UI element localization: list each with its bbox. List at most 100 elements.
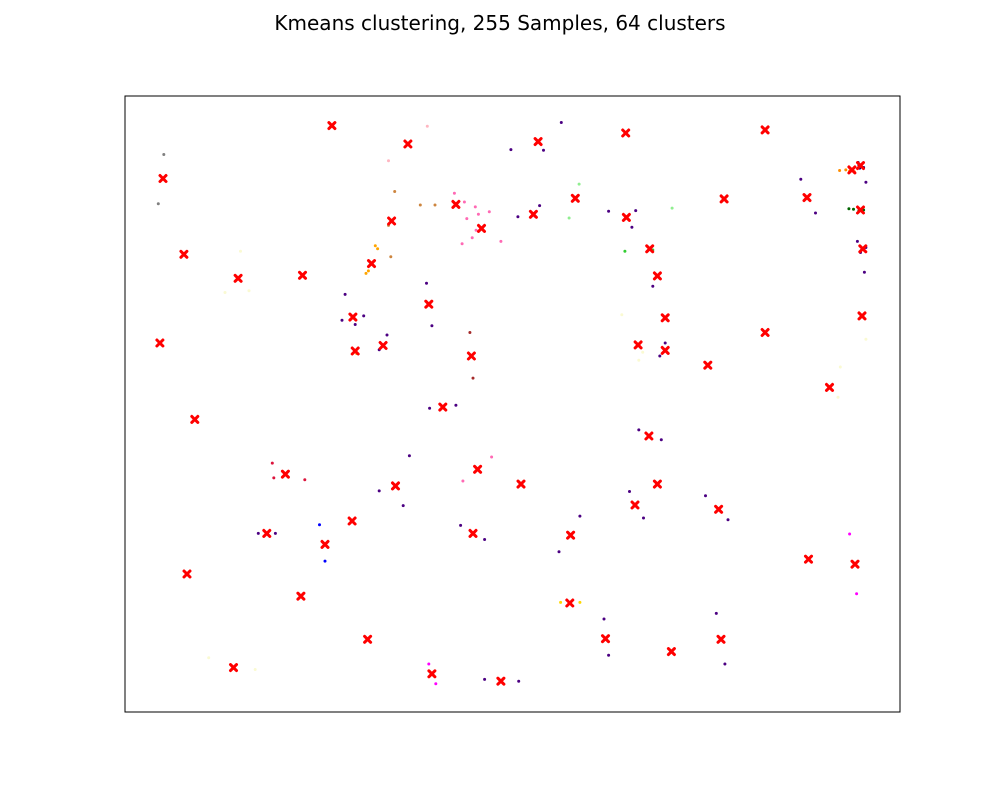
centroid-marker <box>348 312 358 322</box>
sample-point <box>642 516 645 520</box>
centroid-marker <box>496 676 506 686</box>
sample-point <box>425 124 429 128</box>
sample-point <box>459 523 463 527</box>
centroid-marker <box>760 125 770 135</box>
sample-point <box>427 662 431 666</box>
sample-point <box>483 538 487 541</box>
centroid-marker <box>644 431 654 441</box>
sample-point <box>844 168 848 172</box>
sample-point <box>714 611 718 615</box>
sample-point <box>239 249 242 253</box>
plot-frame <box>124 95 901 713</box>
centroid-marker <box>856 161 865 171</box>
sample-point <box>557 550 561 554</box>
sample-point <box>855 592 859 596</box>
sample-point <box>366 269 370 273</box>
centroid-marker <box>703 360 713 370</box>
chart-title: Kmeans clustering, 255 Samples, 64 clust… <box>274 11 726 35</box>
sample-point <box>862 270 866 274</box>
sample-point <box>362 314 366 318</box>
centroid-marker <box>424 299 434 309</box>
centroid-marker <box>857 311 867 321</box>
centroid-marker <box>350 346 360 356</box>
centroid-marker <box>262 528 272 538</box>
centroid-marker <box>158 174 168 183</box>
centroid-marker <box>858 244 868 254</box>
centroid-marker <box>233 273 243 283</box>
centroid-marker <box>645 244 655 254</box>
sample-point <box>663 341 667 345</box>
sample-point <box>418 203 422 207</box>
sample-point <box>659 438 663 442</box>
sample-point <box>836 395 840 399</box>
centroid-marker <box>155 338 165 348</box>
sample-point <box>407 454 411 458</box>
centroid-marker <box>466 351 476 361</box>
centroid-marker <box>804 554 813 564</box>
centroid-marker <box>403 139 413 149</box>
centroid-marker <box>652 479 662 489</box>
centroid-marker <box>760 328 770 337</box>
sample-point <box>578 600 582 604</box>
centroid-marker <box>719 194 729 204</box>
sample-point <box>387 159 390 163</box>
sample-point <box>517 679 521 683</box>
sample-point <box>726 518 730 522</box>
sample-point <box>838 169 842 172</box>
sample-point <box>272 476 276 480</box>
sample-point <box>577 182 581 186</box>
sample-point <box>364 271 368 275</box>
sample-point <box>628 490 631 493</box>
sample-point <box>578 514 582 518</box>
sample-point <box>256 531 260 535</box>
sample-point <box>454 403 458 407</box>
centroid-marker <box>296 591 306 601</box>
centroid-marker <box>660 345 670 355</box>
sample-point <box>602 617 606 621</box>
sample-point <box>430 324 434 328</box>
sample-point <box>468 331 472 334</box>
sample-point <box>623 249 627 253</box>
centroid-marker <box>714 504 724 514</box>
centroid-marker <box>468 528 478 538</box>
sample-point <box>303 478 307 482</box>
sample-point <box>434 682 438 686</box>
centroid-marker <box>229 663 238 673</box>
sample-point <box>499 239 503 243</box>
centroid-marker <box>378 341 388 350</box>
sample-point <box>270 461 274 465</box>
centroid-marker <box>716 634 726 644</box>
centroid-marker <box>528 209 538 219</box>
centroid-marker <box>847 165 857 175</box>
sample-point <box>670 206 674 210</box>
sample-point <box>848 532 852 536</box>
centroid-marker <box>565 598 575 608</box>
sample-point <box>343 292 347 296</box>
sample-point <box>462 200 466 204</box>
sample-point <box>487 210 491 214</box>
centroids-layer <box>155 121 868 686</box>
centroid-marker <box>856 205 865 215</box>
centroid-marker <box>533 137 543 147</box>
centroid-marker <box>182 569 192 579</box>
sample-point <box>607 653 611 657</box>
sample-point <box>855 239 859 243</box>
sample-point <box>385 333 389 337</box>
sample-point <box>433 203 437 207</box>
centroid-marker <box>363 634 373 644</box>
centroid-marker <box>601 634 610 644</box>
centroid-marker <box>438 402 448 412</box>
sample-point <box>658 354 662 358</box>
sample-point <box>799 177 803 181</box>
sample-point <box>641 350 645 354</box>
sample-point <box>373 244 377 248</box>
sample-point <box>516 215 520 219</box>
centroid-marker <box>850 559 860 569</box>
sample-point <box>634 209 638 213</box>
sample-point <box>559 600 563 604</box>
centroid-marker <box>566 530 576 540</box>
centroid-marker <box>320 539 330 549</box>
centroid-marker <box>473 464 483 474</box>
sample-point <box>471 376 475 380</box>
